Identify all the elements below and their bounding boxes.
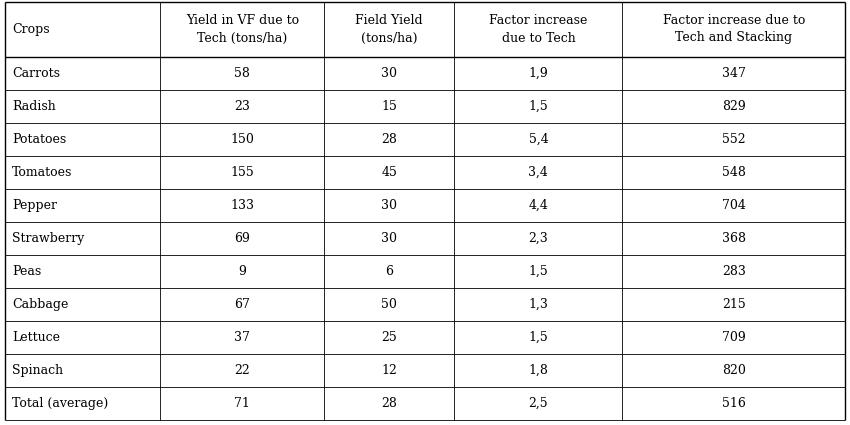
Text: 1,3: 1,3 xyxy=(529,298,548,311)
Text: 133: 133 xyxy=(230,199,254,212)
Text: 1,5: 1,5 xyxy=(529,265,548,278)
Text: Carrots: Carrots xyxy=(12,67,60,80)
Text: Cabbage: Cabbage xyxy=(12,298,68,311)
Text: 552: 552 xyxy=(722,133,745,146)
Text: 15: 15 xyxy=(382,100,397,113)
Text: 347: 347 xyxy=(722,67,745,80)
Text: 368: 368 xyxy=(722,232,745,245)
Text: 37: 37 xyxy=(235,331,250,344)
Text: 820: 820 xyxy=(722,364,745,377)
Text: 6: 6 xyxy=(385,265,394,278)
Text: Radish: Radish xyxy=(12,100,55,113)
Text: 283: 283 xyxy=(722,265,745,278)
Text: 30: 30 xyxy=(382,232,397,245)
Text: 704: 704 xyxy=(722,199,745,212)
Text: 4,4: 4,4 xyxy=(529,199,548,212)
Text: Factor increase due to
Tech and Stacking: Factor increase due to Tech and Stacking xyxy=(662,14,805,45)
Text: Peas: Peas xyxy=(12,265,41,278)
Text: 155: 155 xyxy=(230,166,254,179)
Text: 30: 30 xyxy=(382,199,397,212)
Text: 1,5: 1,5 xyxy=(529,100,548,113)
Text: Field Yield
(tons/ha): Field Yield (tons/ha) xyxy=(355,14,423,45)
Text: Factor increase
due to Tech: Factor increase due to Tech xyxy=(490,14,587,45)
Text: 22: 22 xyxy=(235,364,250,377)
Text: 23: 23 xyxy=(235,100,250,113)
Text: Potatoes: Potatoes xyxy=(12,133,66,146)
Text: 709: 709 xyxy=(722,331,745,344)
Text: Spinach: Spinach xyxy=(12,364,63,377)
Text: Yield in VF due to
Tech (tons/ha): Yield in VF due to Tech (tons/ha) xyxy=(186,14,299,45)
Text: 67: 67 xyxy=(235,298,250,311)
Text: Crops: Crops xyxy=(12,23,49,36)
Text: 69: 69 xyxy=(235,232,250,245)
Text: 50: 50 xyxy=(382,298,397,311)
Text: 1,5: 1,5 xyxy=(529,331,548,344)
Text: 58: 58 xyxy=(235,67,250,80)
Text: 28: 28 xyxy=(382,397,397,410)
Text: 1,8: 1,8 xyxy=(529,364,548,377)
Text: 5,4: 5,4 xyxy=(529,133,548,146)
Text: 12: 12 xyxy=(382,364,397,377)
Text: 548: 548 xyxy=(722,166,745,179)
Text: 829: 829 xyxy=(722,100,745,113)
Text: Total (average): Total (average) xyxy=(12,397,108,410)
Text: Pepper: Pepper xyxy=(12,199,57,212)
Text: 150: 150 xyxy=(230,133,254,146)
Text: 30: 30 xyxy=(382,67,397,80)
Text: 1,9: 1,9 xyxy=(529,67,548,80)
Text: 2,3: 2,3 xyxy=(529,232,548,245)
Text: 2,5: 2,5 xyxy=(529,397,548,410)
Text: 9: 9 xyxy=(238,265,246,278)
Text: 215: 215 xyxy=(722,298,745,311)
Text: 45: 45 xyxy=(382,166,397,179)
Text: 3,4: 3,4 xyxy=(529,166,548,179)
Text: 516: 516 xyxy=(722,397,745,410)
Text: 25: 25 xyxy=(382,331,397,344)
Text: 71: 71 xyxy=(235,397,250,410)
Text: Tomatoes: Tomatoes xyxy=(12,166,72,179)
Text: 28: 28 xyxy=(382,133,397,146)
Text: Lettuce: Lettuce xyxy=(12,331,60,344)
Text: Strawberry: Strawberry xyxy=(12,232,84,245)
